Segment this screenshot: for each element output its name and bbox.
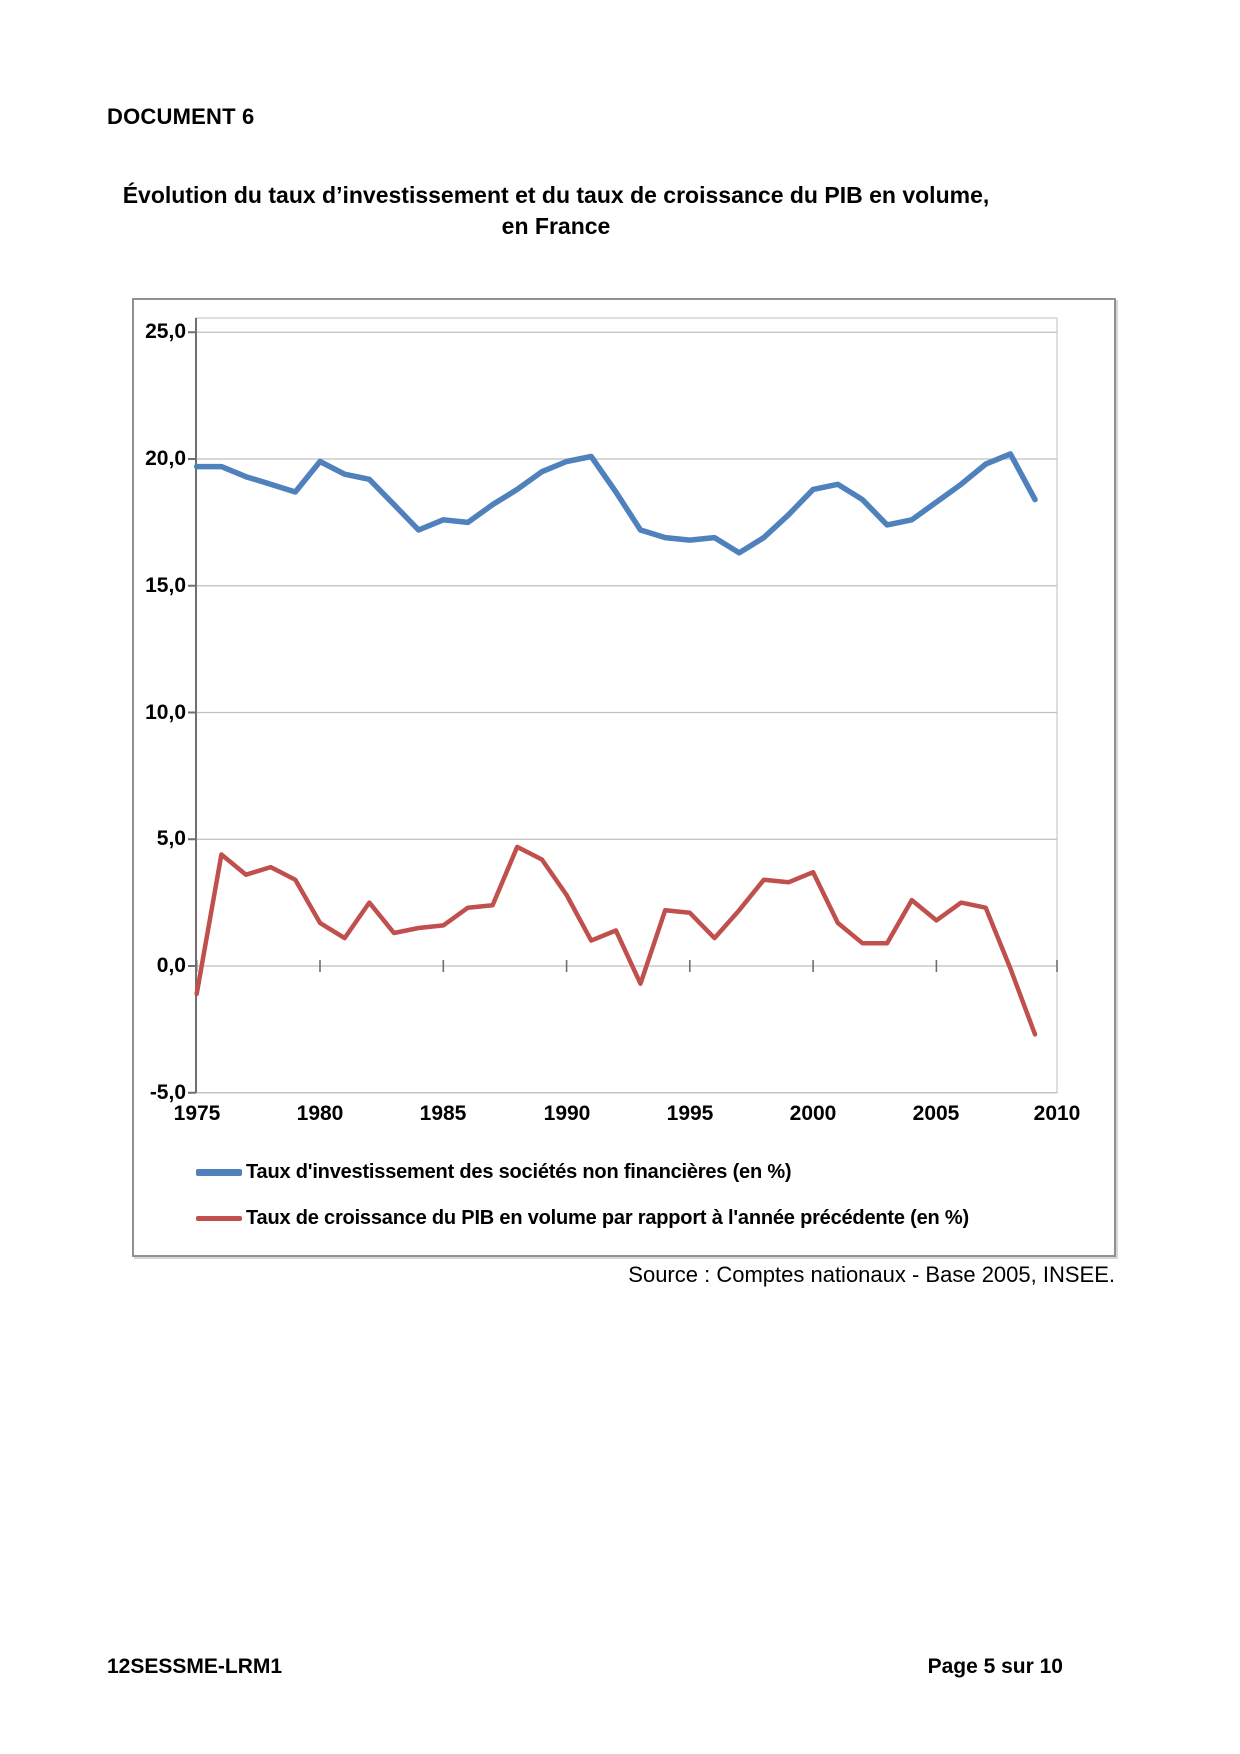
footer-page-number: Page 5 sur 10 — [927, 1655, 1063, 1678]
legend-label-gdp-growth: Taux de croissance du PIB en volume par … — [246, 1206, 969, 1229]
source-caption: Source : Comptes nationaux - Base 2005, … — [628, 1262, 1115, 1287]
legend-item-investment: Taux d'investissement des sociétés non f… — [196, 1158, 792, 1186]
x-tick-label: 2000 — [789, 1102, 837, 1125]
x-tick-label: 1985 — [419, 1102, 467, 1125]
chart-title-line2: en France — [501, 213, 611, 239]
legend-label-investment: Taux d'investissement des sociétés non f… — [246, 1160, 792, 1183]
chart-title: Évolution du taux d’investissement et du… — [0, 180, 1112, 242]
legend-item-gdp-growth: Taux de croissance du PIB en volume par … — [196, 1204, 969, 1232]
x-tick-label: 2010 — [1033, 1102, 1081, 1125]
chart-plot-svg — [188, 317, 1058, 1094]
y-tick-label: 20,0 — [145, 447, 186, 470]
x-tick-label: 1980 — [296, 1102, 344, 1125]
x-tick-label: 1975 — [173, 1102, 221, 1125]
y-tick-label: 10,0 — [145, 701, 186, 724]
legend-line-red-icon — [196, 1215, 242, 1221]
y-tick-label: 15,0 — [145, 574, 186, 597]
x-tick-label: 1990 — [543, 1102, 591, 1125]
y-tick-label: -5,0 — [149, 1081, 186, 1104]
y-tick-label: 0,0 — [156, 954, 186, 977]
x-tick-label: 1995 — [666, 1102, 714, 1125]
legend-line-blue-icon — [196, 1168, 242, 1176]
x-tick-label: 2005 — [912, 1102, 960, 1125]
y-tick-label: 5,0 — [156, 827, 186, 850]
document-label: DOCUMENT 6 — [107, 104, 255, 129]
chart-title-line1: Évolution du taux d’investissement et du… — [122, 182, 990, 208]
chart-area: 25,0 20,0 15,0 10,0 5,0 0,0 -5,0 1975 1980 1985 1… — [132, 298, 1116, 1257]
footer-reference: 12SESSME-LRM1 — [107, 1655, 283, 1678]
y-tick-label: 25,0 — [145, 320, 186, 343]
